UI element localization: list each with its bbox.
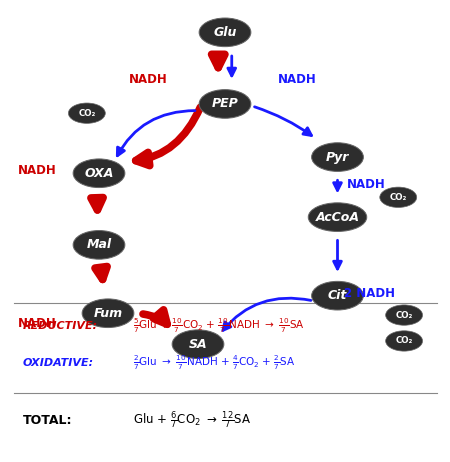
Text: Glu: Glu [213, 26, 237, 39]
Ellipse shape [199, 90, 251, 118]
Ellipse shape [386, 331, 423, 351]
Ellipse shape [380, 187, 417, 207]
Text: Pyr: Pyr [326, 151, 349, 164]
Text: Cit: Cit [328, 289, 347, 302]
Text: NADH: NADH [18, 164, 57, 176]
Text: CO₂: CO₂ [396, 310, 413, 320]
Ellipse shape [73, 159, 125, 188]
Text: $\frac{2}{7}$Glu $\rightarrow$ $\frac{10}{7}$NADH + $\frac{4}{7}$CO$_2$ + $\frac: $\frac{2}{7}$Glu $\rightarrow$ $\frac{10… [133, 353, 295, 372]
Text: $\frac{5}{7}$Glu + $\frac{10}{7}$CO$_2$ + $\frac{10}{7}$NADH $\rightarrow$ $\fra: $\frac{5}{7}$Glu + $\frac{10}{7}$CO$_2$ … [133, 316, 304, 335]
Text: CO₂: CO₂ [78, 109, 95, 118]
Text: SA: SA [189, 338, 207, 351]
Text: NADH: NADH [18, 317, 57, 330]
Text: PEP: PEP [212, 97, 239, 110]
Ellipse shape [308, 203, 367, 231]
Text: OXA: OXA [84, 167, 114, 180]
Ellipse shape [172, 330, 224, 359]
Ellipse shape [199, 18, 251, 47]
Text: CO₂: CO₂ [390, 193, 407, 202]
Text: Fum: Fum [94, 307, 122, 320]
Text: Mal: Mal [86, 238, 112, 251]
Text: CO₂: CO₂ [396, 336, 413, 346]
Text: REDUCTIVE:: REDUCTIVE: [22, 321, 98, 331]
Text: NADH: NADH [278, 73, 316, 86]
Text: AcCoA: AcCoA [315, 211, 360, 224]
Ellipse shape [82, 299, 134, 328]
Ellipse shape [73, 231, 125, 259]
Text: NADH: NADH [347, 178, 386, 191]
Text: Glu + $\frac{6}{7}$CO$_2$ $\rightarrow$ $\frac{12}{7}$SA: Glu + $\frac{6}{7}$CO$_2$ $\rightarrow$ … [133, 410, 251, 431]
Text: TOTAL:: TOTAL: [22, 414, 72, 427]
Ellipse shape [68, 103, 105, 123]
Ellipse shape [311, 281, 364, 310]
Text: OXIDATIVE:: OXIDATIVE: [22, 358, 94, 368]
Text: 2 NADH: 2 NADH [343, 287, 395, 300]
Text: NADH: NADH [129, 73, 168, 86]
Ellipse shape [386, 305, 423, 325]
Ellipse shape [311, 143, 364, 171]
